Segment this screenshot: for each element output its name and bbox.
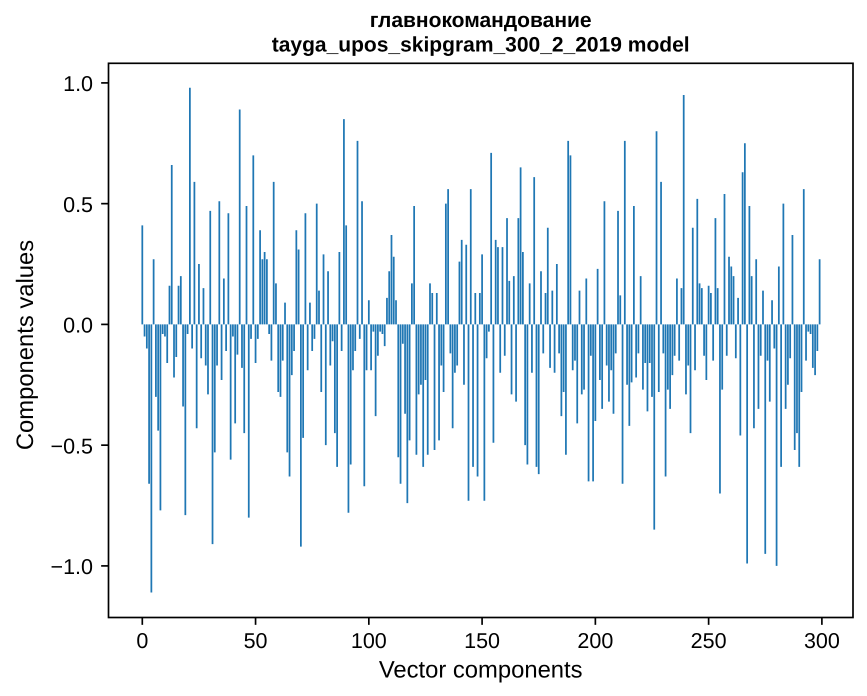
svg-text:100: 100 — [351, 629, 387, 653]
svg-text:1.0: 1.0 — [63, 72, 93, 96]
svg-text:−0.5: −0.5 — [51, 434, 93, 458]
svg-text:50: 50 — [244, 629, 268, 653]
svg-text:0: 0 — [136, 629, 148, 653]
svg-text:0.5: 0.5 — [63, 193, 93, 217]
svg-text:0.0: 0.0 — [63, 314, 93, 338]
svg-text:главнокомандование: главнокомандование — [370, 9, 592, 32]
svg-text:300: 300 — [804, 629, 840, 653]
svg-text:250: 250 — [691, 629, 727, 653]
svg-text:150: 150 — [464, 629, 500, 653]
svg-text:tayga_upos_skipgram_300_2_2019: tayga_upos_skipgram_300_2_2019 model — [272, 34, 690, 57]
svg-text:Vector components: Vector components — [379, 657, 583, 684]
svg-text:200: 200 — [577, 629, 613, 653]
svg-text:−1.0: −1.0 — [51, 555, 93, 579]
svg-text:Components values: Components values — [12, 240, 39, 450]
